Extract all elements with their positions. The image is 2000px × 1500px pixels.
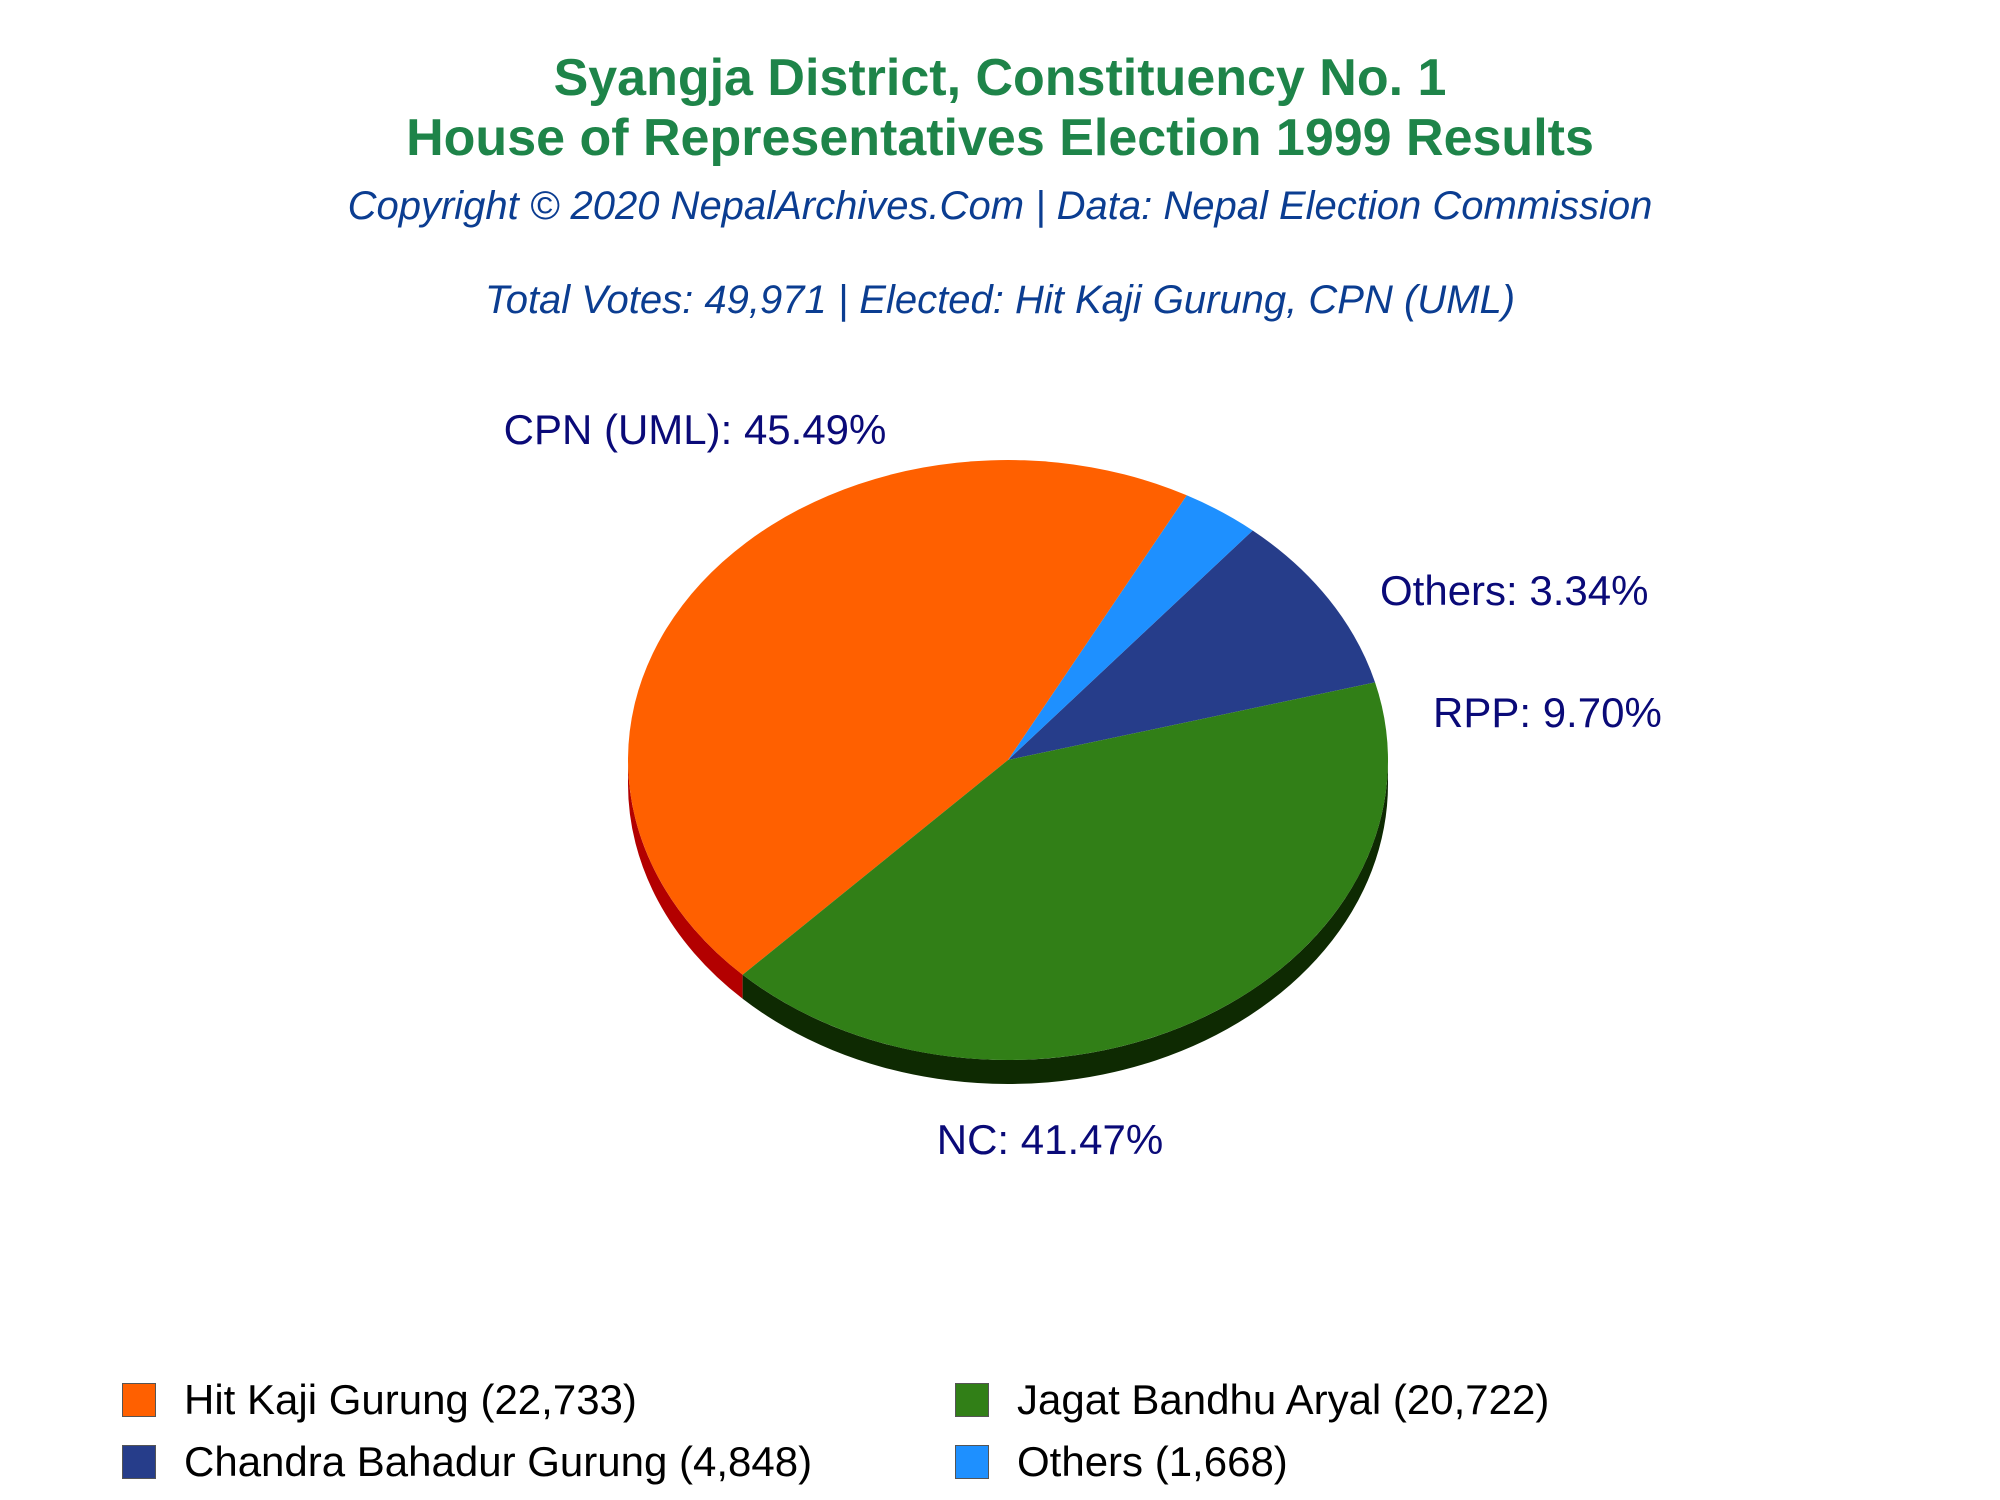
summary-text: Total Votes: 49,971 | Elected: Hit Kaji …	[484, 278, 1516, 322]
legend-item-2: Jagat Bandhu Aryal (20,722)	[955, 1372, 1549, 1428]
slice-label-nc: NC: 41.47%	[937, 1116, 1163, 1163]
slice-label-rpp: RPP: 9.70%	[1433, 689, 1662, 736]
legend-item-1: Hit Kaji Gurung (22,733)	[122, 1372, 637, 1428]
slice-label-cpn-uml: CPN (UML): 45.49%	[504, 406, 887, 453]
legend-label: Hit Kaji Gurung (22,733)	[184, 1376, 637, 1423]
pie-slice-others	[1008, 495, 1253, 760]
pie-labels: RPP: 9.70% Others: 3.34% CPN (UML): 45.49%…	[504, 406, 1662, 1163]
legend-item-4: Others (1,668)	[955, 1434, 1288, 1490]
legend-swatch	[122, 1383, 156, 1417]
legend-swatch	[122, 1445, 156, 1479]
legend-label: Others (1,668)	[1017, 1438, 1288, 1485]
legend-item-3: Chandra Bahadur Gurung (4,848)	[122, 1434, 812, 1490]
chart-title-line-1: Syangja District, Constituency No. 1	[553, 49, 1447, 107]
pie-slice-cpn-uml	[628, 460, 1187, 975]
pie-slice-rpp	[1008, 530, 1376, 760]
pie-slices	[628, 460, 1388, 1060]
chart-title-line-2: House of Representatives Election 1999 R…	[406, 109, 1594, 167]
pie-chart: RPP: 9.70% Others: 3.34% CPN (UML): 45.49%…	[504, 406, 1662, 1163]
slice-label-others: Others: 3.34%	[1380, 567, 1648, 614]
legend-label: Jagat Bandhu Aryal (20,722)	[1017, 1376, 1550, 1423]
legend-swatch	[955, 1383, 989, 1417]
legend-label: Chandra Bahadur Gurung (4,848)	[184, 1438, 813, 1485]
copyright-text: Copyright © 2020 NepalArchives.Com | Dat…	[347, 184, 1653, 228]
pie-slice-nc	[742, 682, 1388, 1060]
pie-depth-layer	[628, 760, 1388, 1085]
pie-side-cpn-uml	[628, 760, 743, 999]
legend-swatch	[955, 1445, 989, 1479]
